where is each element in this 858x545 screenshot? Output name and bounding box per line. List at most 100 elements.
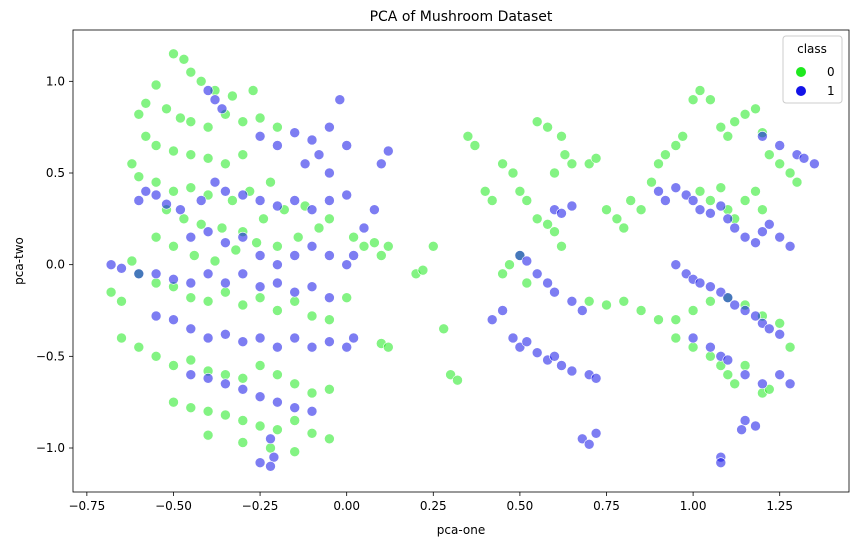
point-class-0-145 bbox=[715, 121, 727, 133]
point-class-0-161 bbox=[750, 186, 761, 197]
point-class-1-146 bbox=[757, 378, 768, 390]
point-class-1-148 bbox=[784, 378, 796, 390]
point-class-0-27 bbox=[185, 182, 197, 193]
point-class-1-147 bbox=[774, 369, 786, 381]
point-class-0-34 bbox=[195, 219, 207, 230]
point-class-0-127 bbox=[542, 219, 553, 230]
point-class-0-147 bbox=[729, 116, 741, 127]
point-class-1-138 bbox=[757, 317, 768, 329]
point-class-0-103 bbox=[417, 264, 429, 276]
point-class-0-35 bbox=[216, 222, 228, 234]
point-class-1-45 bbox=[133, 268, 145, 280]
point-class-0-60 bbox=[306, 310, 318, 322]
point-class-1-107 bbox=[653, 186, 664, 197]
points-layer bbox=[105, 48, 820, 472]
point-class-1-28 bbox=[185, 231, 197, 243]
x-tick-label: 0.50 bbox=[507, 499, 534, 513]
point-class-0-116 bbox=[497, 268, 508, 280]
point-class-1-151 bbox=[736, 424, 747, 436]
point-class-1-59 bbox=[185, 323, 197, 335]
point-class-0-47 bbox=[292, 231, 304, 243]
point-class-0-82 bbox=[272, 424, 283, 436]
point-class-0-25 bbox=[150, 176, 162, 188]
point-class-1-17 bbox=[175, 204, 186, 215]
x-tick-label: 0.00 bbox=[333, 499, 360, 513]
point-class-0-156 bbox=[705, 195, 716, 206]
point-class-0-137 bbox=[646, 176, 657, 188]
point-class-0-111 bbox=[486, 195, 498, 206]
chart-title: PCA of Mushroom Dataset bbox=[370, 9, 553, 25]
y-tick-label: −1.0 bbox=[36, 441, 65, 455]
point-class-0-98 bbox=[375, 250, 387, 261]
point-class-1-81 bbox=[254, 457, 266, 469]
point-class-0-131 bbox=[590, 153, 602, 164]
legend-label-class-1: 1 bbox=[827, 84, 835, 98]
point-class-0-65 bbox=[150, 350, 162, 362]
point-class-1-15 bbox=[150, 189, 162, 201]
point-class-1-124 bbox=[774, 140, 786, 151]
point-class-0-155 bbox=[694, 186, 706, 197]
point-class-0-87 bbox=[237, 437, 249, 448]
point-class-1-76 bbox=[289, 402, 301, 414]
point-class-0-83 bbox=[289, 415, 301, 426]
point-class-1-56 bbox=[324, 292, 335, 304]
point-class-0-101 bbox=[382, 341, 394, 353]
point-class-0-107 bbox=[452, 374, 463, 386]
point-class-1-23 bbox=[272, 200, 283, 212]
point-class-0-0 bbox=[168, 48, 179, 60]
point-class-1-57 bbox=[150, 310, 162, 322]
point-class-0-152 bbox=[774, 158, 786, 170]
point-class-1-68 bbox=[341, 341, 353, 353]
point-class-0-55 bbox=[220, 286, 231, 298]
point-class-0-140 bbox=[670, 140, 682, 151]
point-class-0-26 bbox=[168, 186, 179, 197]
x-tick-label: −0.50 bbox=[155, 499, 192, 513]
point-class-0-37 bbox=[258, 213, 269, 225]
point-class-1-101 bbox=[576, 433, 588, 445]
point-class-0-99 bbox=[382, 241, 394, 252]
point-class-1-37 bbox=[341, 259, 353, 271]
point-class-1-71 bbox=[202, 372, 214, 384]
y-tick-label: 0.5 bbox=[46, 166, 65, 180]
point-class-0-21 bbox=[220, 158, 231, 170]
point-class-0-17 bbox=[150, 140, 162, 151]
point-class-1-67 bbox=[324, 336, 335, 348]
point-class-1-65 bbox=[289, 332, 301, 344]
point-class-1-70 bbox=[185, 369, 197, 381]
point-class-0-143 bbox=[694, 85, 706, 96]
point-class-1-20 bbox=[220, 186, 231, 197]
point-class-0-119 bbox=[521, 277, 533, 289]
point-class-0-49 bbox=[324, 213, 335, 225]
point-class-0-42 bbox=[189, 250, 200, 261]
point-class-0-48 bbox=[313, 222, 325, 234]
legend-marker-class-1 bbox=[796, 86, 806, 96]
x-axis-ticks: −0.75 −0.50 −0.25 0.00 0.25 0.50 0.75 1.00 1.25 bbox=[68, 492, 793, 513]
point-class-1-121 bbox=[774, 231, 786, 243]
point-class-0-59 bbox=[289, 295, 301, 307]
point-class-1-21 bbox=[237, 189, 249, 201]
point-class-1-1 bbox=[209, 94, 221, 105]
point-class-0-113 bbox=[507, 167, 519, 179]
point-class-1-102 bbox=[583, 438, 595, 450]
point-class-1-78 bbox=[265, 433, 276, 445]
point-class-1-132 bbox=[705, 281, 716, 293]
point-class-0-151 bbox=[763, 149, 775, 160]
point-class-1-69 bbox=[348, 332, 359, 344]
point-class-0-74 bbox=[306, 387, 318, 399]
point-class-0-18 bbox=[168, 145, 179, 157]
point-class-1-36 bbox=[324, 250, 335, 261]
point-class-0-133 bbox=[611, 213, 623, 225]
point-class-1-31 bbox=[237, 231, 249, 243]
point-class-1-19 bbox=[209, 176, 221, 188]
y-tick-label: 1.0 bbox=[46, 74, 65, 88]
point-class-0-132 bbox=[601, 204, 612, 215]
point-class-1-80 bbox=[265, 460, 276, 472]
point-class-1-38 bbox=[348, 250, 359, 261]
point-class-0-81 bbox=[254, 420, 266, 432]
point-class-1-2 bbox=[216, 103, 228, 115]
point-class-1-89 bbox=[549, 350, 560, 362]
point-class-0-138 bbox=[653, 158, 664, 170]
point-class-0-175 bbox=[784, 341, 796, 353]
y-axis-label: pca-two bbox=[12, 237, 26, 285]
point-class-0-160 bbox=[739, 195, 751, 206]
